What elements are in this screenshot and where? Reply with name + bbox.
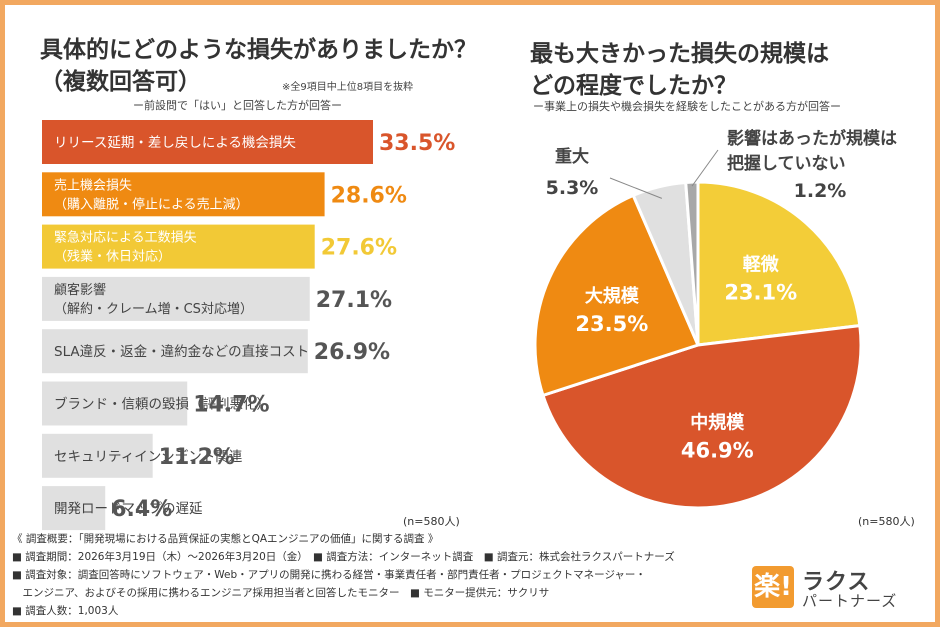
bar-category-label: 緊急対応による工数損失 — [54, 231, 197, 246]
bar-6 — [42, 381, 188, 426]
pie-slice-2 — [541, 323, 863, 510]
pie-slice-label: 重大 — [555, 146, 589, 167]
bar-chart: リリース延期・差し戻しによる機会損失 33.5% 売上機会損失 （購入離脱・停止による… — [42, 120, 455, 531]
pie-slice-value: 5.3% — [546, 177, 599, 199]
left-chart-title-line2: （複数回答可） — [40, 69, 201, 95]
bar-4 — [42, 276, 310, 321]
leader-line — [609, 177, 663, 199]
pie-slice-value: 1.2% — [794, 180, 847, 202]
bar-category-label: （残業・休日対応） — [54, 249, 171, 265]
company-logo: 楽! ラクス パートナーズ — [752, 566, 922, 612]
pie-slice-3 — [533, 193, 701, 398]
bar-category-label: 顧客影響 — [54, 282, 106, 298]
pie-slice-label: 軽微 — [743, 253, 779, 275]
bar-3 — [42, 224, 315, 269]
survey-overview: 《 調査概要：「開発現場における品質保証の実態とQAエンジニアの価値」に関する調… — [12, 530, 675, 620]
bar-value-label: 11.2% — [159, 445, 235, 470]
leader-line — [691, 149, 719, 187]
pie-slice-5 — [684, 180, 700, 346]
bar-category-label: （購入離脱・停止による売上減） — [54, 196, 249, 212]
bar-value-label: 33.5% — [379, 131, 455, 156]
left-chart-title-line1: 具体的にどのような損失がありましたか？ — [40, 37, 477, 63]
left-chart-note: ※全9項目中上位8項目を抜粋 — [282, 82, 414, 93]
bar-value-label: 6.4% — [111, 497, 172, 522]
survey-overview-line: ■ 調査期間：2026年3月19日（木）～2026年3月20日（金） ■ 調査方… — [12, 551, 675, 563]
survey-overview-line: ■ 調査人数：1,003人 — [12, 605, 119, 617]
pie-slice-value: 23.5% — [575, 312, 648, 336]
bar-1 — [42, 120, 373, 164]
bar-value-label: 27.1% — [316, 288, 392, 313]
pie-slice-label: 大規模 — [585, 285, 640, 307]
left-sample-size: (n=580人) — [403, 515, 460, 528]
bar-5 — [42, 329, 308, 374]
logo-name-line1: ラクス — [802, 570, 871, 595]
bar-category-label: 売上機会損失 — [54, 177, 132, 193]
bar-2 — [42, 172, 325, 217]
pie-slice-label: 把握していない — [727, 153, 846, 174]
pie-slice-value: 46.9% — [681, 439, 754, 463]
survey-overview-line: エンジニア、およびその採用に携わるエンジニア採用担当者と回答したモニター ■ モ… — [12, 587, 550, 599]
bar-value-label: 27.6% — [321, 236, 397, 261]
bar-category-label: 開発ロードマップの遅延 — [54, 501, 203, 517]
pie-slice-label: 影響はあったが規模は — [727, 128, 897, 149]
bar-category-label: セキュリティインシデント関連 — [54, 448, 243, 465]
right-sample-size: (n=580人) — [858, 515, 915, 528]
bar-category-label: ブランド・信頼の毀損（評判悪化） — [54, 396, 270, 413]
bar-value-label: 28.6% — [331, 183, 407, 208]
bar-category-label: SLA違反・返金・違約金などの直接コスト — [54, 343, 309, 360]
survey-overview-line: ■ 調査対象：調査回答時にソフトウェア・Web・アプリの開発に携わる経営・事業責… — [12, 569, 646, 581]
logo-name-line2: パートナーズ — [802, 592, 898, 610]
bar-value-label: 26.9% — [314, 340, 390, 365]
pie-slice-value: 23.1% — [724, 280, 797, 304]
bar-7 — [42, 433, 153, 478]
bar-category-label: リリース延期・差し戻しによる機会損失 — [54, 135, 296, 151]
pie-chart: 軽微 23.1% 中規模 46.9% 大規模 23.5% 重大 5.3% 影響はあったが規模は把… — [533, 128, 897, 510]
pie-slice-label: 中規模 — [690, 412, 745, 434]
right-chart-subtitle: ー事業上の損失や機会損失を経験をしたことがある方が回答ー — [533, 100, 841, 113]
survey-overview-line: 《 調査概要：「開発現場における品質保証の実態とQAエンジニアの価値」に関する調… — [12, 533, 439, 545]
right-chart-title-line2: どの程度でしたか？ — [530, 73, 737, 99]
left-chart-subtitle: ー前設問で「はい」と回答した方が回答ー — [133, 99, 342, 112]
right-chart-title-line1: 最も大きかった損失の規模は — [530, 41, 829, 67]
logo-mark: 楽! — [752, 566, 794, 608]
bar-8 — [42, 486, 106, 531]
bar-value-label: 14.7% — [193, 393, 269, 418]
pie-slice-1 — [696, 180, 862, 347]
bar-category-label: （解約・クレーム増・CS対応増） — [54, 302, 253, 317]
